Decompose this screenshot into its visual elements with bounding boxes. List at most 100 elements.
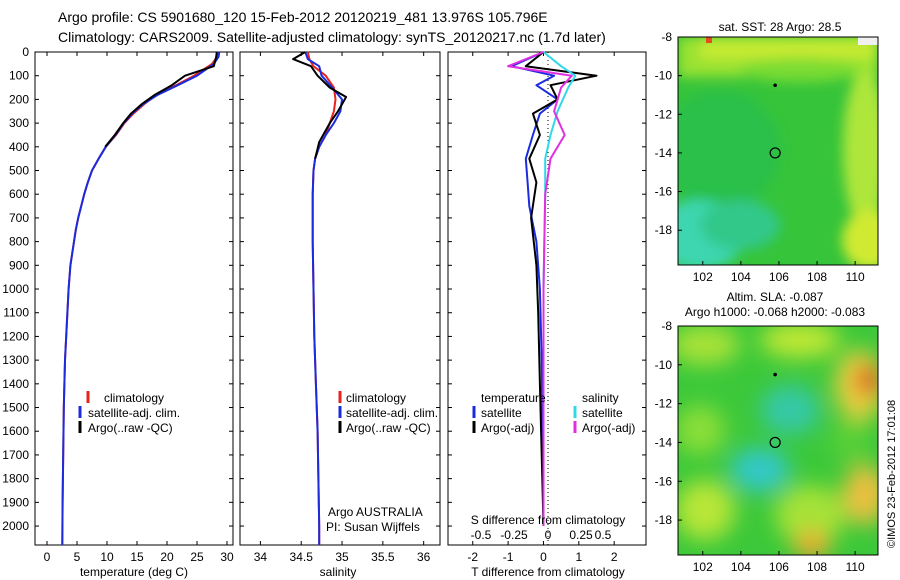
legend-label-satellite: satellite-adj. clim. <box>88 406 180 420</box>
argo-position-marker <box>769 436 781 449</box>
map-y-tick-label: -14 <box>655 146 673 160</box>
s-difference-axis-label: S difference from climatology <box>471 513 626 527</box>
map-y-tick-label: -12 <box>655 107 673 121</box>
x-tick-label: 36 <box>417 550 431 564</box>
sst-map-title: sat. SST: 28 Argo: 28.5 <box>719 20 842 34</box>
sla-map-panel: Altim. SLA: -0.087 Argo h1000: -0.068 h2… <box>655 290 879 574</box>
map-x-tick-label: 104 <box>731 270 751 284</box>
salinity-axes-frame <box>239 51 441 546</box>
x-tick-label: 0 <box>44 550 51 564</box>
sst-map-y-axis: -8 -10 -12 -14 -16 -18 <box>655 30 682 237</box>
salinity-panel: 34 34.5 35 35.5 36 salinity climatology sate… <box>239 51 441 579</box>
x-tick-label: 25 <box>190 550 204 564</box>
sst-map-x-axis: 102 104 106 108 110 <box>693 261 865 284</box>
sla-map-title: Altim. SLA: -0.087 <box>727 290 824 304</box>
y-tick-label: 400 <box>9 140 29 154</box>
s-difference-ticks: -0.5 -0.25 0 0.25 0.5 <box>471 528 612 542</box>
y-tick-label: 800 <box>9 235 29 249</box>
temperature-y-axis: 0 100 200 300 400 500 600 700 800 900 1000 1100 1200… <box>2 45 233 533</box>
x-tick-label: 35.5 <box>371 550 395 564</box>
temperature-x-axis: 0 5 10 15 20 25 30 <box>44 52 234 564</box>
sla-map-y-axis: -8 -10 -12 -14 -16 -18 <box>655 319 682 527</box>
y-tick-label: 1000 <box>2 282 29 296</box>
x-tick-label: 15 <box>130 550 144 564</box>
x-tick-label: 34 <box>254 550 268 564</box>
y-tick-label: 300 <box>9 116 29 130</box>
salinity-x-axis: 34 34.5 35 35.5 36 <box>254 52 431 564</box>
y-tick-label: 1100 <box>3 306 29 320</box>
temperature-panel: 0100200300400500600700800900100011001200… <box>2 45 234 579</box>
difference-legend: temperature salinity satellite Argo(-adj… <box>472 391 635 435</box>
x-tick-label: 30 <box>220 550 234 564</box>
series-temperature-satellite <box>510 51 559 527</box>
map-y-tick-label: -14 <box>655 435 673 449</box>
difference-axes-frame <box>447 51 647 546</box>
sla-map-subtitle: Argo h1000: -0.068 h2000: -0.083 <box>685 305 865 319</box>
legend-title-temperature: temperature <box>481 391 546 405</box>
x-tick-label: 20 <box>160 550 174 564</box>
map-x-tick-label: 106 <box>769 270 789 284</box>
x-tick-label: 1 <box>575 550 582 564</box>
map-y-tick-label: -10 <box>655 69 673 83</box>
y-tick-label: 1400 <box>2 377 29 391</box>
difference-x-axis: -2 -1 0 1 2 <box>467 52 618 564</box>
x-tick-label: 0 <box>540 550 547 564</box>
reference-point-marker <box>773 372 777 377</box>
s-tick: -0.25 <box>500 528 528 542</box>
temperature-axes-frame <box>34 51 234 546</box>
x-tick-label: 35 <box>335 550 349 564</box>
map-x-tick-label: 102 <box>693 560 713 574</box>
series-temperature-argo-adj <box>524 51 598 527</box>
temperature-series <box>61 51 221 546</box>
series-satellite-adj-clim <box>304 51 343 545</box>
map-y-tick-label: -18 <box>655 223 673 237</box>
diff-legend-label-s-sat: satellite <box>582 406 623 420</box>
y-tick-label: 200 <box>9 92 29 106</box>
map-x-tick-label: 102 <box>693 270 713 284</box>
series-salinity-argo-adj <box>507 51 573 526</box>
y-tick-label: 1300 <box>2 353 29 367</box>
map-x-tick-label: 106 <box>769 560 789 574</box>
difference-series <box>507 51 598 527</box>
y-tick-label: 1800 <box>2 472 29 486</box>
y-tick-label: 1200 <box>2 329 29 343</box>
y-tick-label: 500 <box>9 164 29 178</box>
x-tick-label: 10 <box>100 550 114 564</box>
x-tick-label: 5 <box>74 550 81 564</box>
y-tick-label: 0 <box>22 45 29 59</box>
map-x-tick-label: 104 <box>731 560 751 574</box>
difference-y-ticks <box>448 51 646 527</box>
imos-timestamp: ©IMOS 23-Feb-2012 17:01:08 <box>886 400 898 548</box>
header-line-2: Climatology: CARS2009. Satellite-adjuste… <box>58 29 606 45</box>
series-argo-raw-qc <box>292 51 348 159</box>
salinity-xlabel: salinity <box>320 565 357 579</box>
map-x-tick-label: 110 <box>846 270 865 284</box>
temperature-xlabel: temperature (deg C) <box>80 565 188 579</box>
diff-legend-label-t-argo: Argo(-adj) <box>481 421 534 435</box>
map-y-tick-label: -18 <box>655 513 673 527</box>
sal-legend-label-argo: Argo(..raw -QC) <box>346 421 431 435</box>
map-y-tick-label: -8 <box>661 30 672 44</box>
y-tick-label: 600 <box>9 187 29 201</box>
diff-legend-label-t-sat: satellite <box>481 406 522 420</box>
s-tick: -0.5 <box>471 528 492 542</box>
t-difference-xlabel: T difference from climatology <box>471 565 625 579</box>
series-argo-raw-qc <box>104 51 218 148</box>
y-tick-label: 100 <box>9 69 29 83</box>
sal-legend-label-climatology: climatology <box>346 391 406 405</box>
y-tick-label: 1600 <box>2 424 29 438</box>
argo-agency-annotation: Argo AUSTRALIA <box>328 505 423 519</box>
sst-field <box>678 37 878 265</box>
sla-field <box>678 326 878 555</box>
map-y-tick-label: -16 <box>655 474 673 488</box>
legend-label-climatology: climatology <box>104 391 164 405</box>
argo-pi-annotation: PI: Susan Wijffels <box>326 520 420 534</box>
x-tick-label: -2 <box>467 550 478 564</box>
y-tick-label: 1500 <box>2 401 29 415</box>
salinity-legend: climatology satellite-adj. clim. Argo(..… <box>338 391 438 435</box>
sla-map-x-axis: 102 104 106 108 110 <box>693 551 865 574</box>
argo-position-marker <box>769 147 781 159</box>
s-tick: 0.25 <box>569 528 593 542</box>
y-tick-label: 1700 <box>2 448 29 462</box>
